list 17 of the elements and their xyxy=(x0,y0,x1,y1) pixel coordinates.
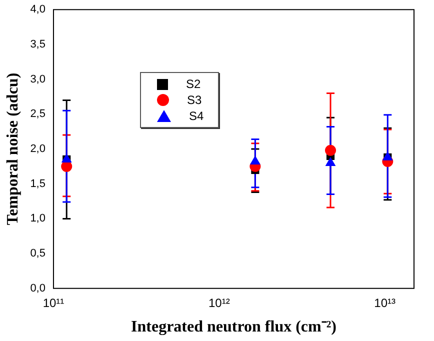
y-tick-label: 0,5 xyxy=(30,248,46,260)
x-tick-label: 10¹² xyxy=(208,296,230,310)
y-tick-label: 4,0 xyxy=(30,4,46,16)
y-tick-label: 2,0 xyxy=(30,143,46,156)
x-axis-title: Integrated neutron flux (cm⁻²) xyxy=(131,318,336,336)
legend-label: S2 xyxy=(186,77,201,91)
x-tick-label: 10¹¹ xyxy=(42,296,64,310)
legend-label: S4 xyxy=(189,109,204,123)
legend-label: S3 xyxy=(187,93,202,107)
y-tick-label: 0,0 xyxy=(30,282,46,294)
y-axis-title: Temporal noise (adcu) xyxy=(4,72,22,226)
y-tick-label: 3,5 xyxy=(30,38,46,50)
y-tick-label: 2,5 xyxy=(30,108,46,120)
y-tick-label: 1,5 xyxy=(30,178,46,190)
y-tick-label: 1,0 xyxy=(30,212,46,225)
x-tick-label: 10¹³ xyxy=(374,296,396,310)
y-tick-label: 3,0 xyxy=(30,73,46,86)
